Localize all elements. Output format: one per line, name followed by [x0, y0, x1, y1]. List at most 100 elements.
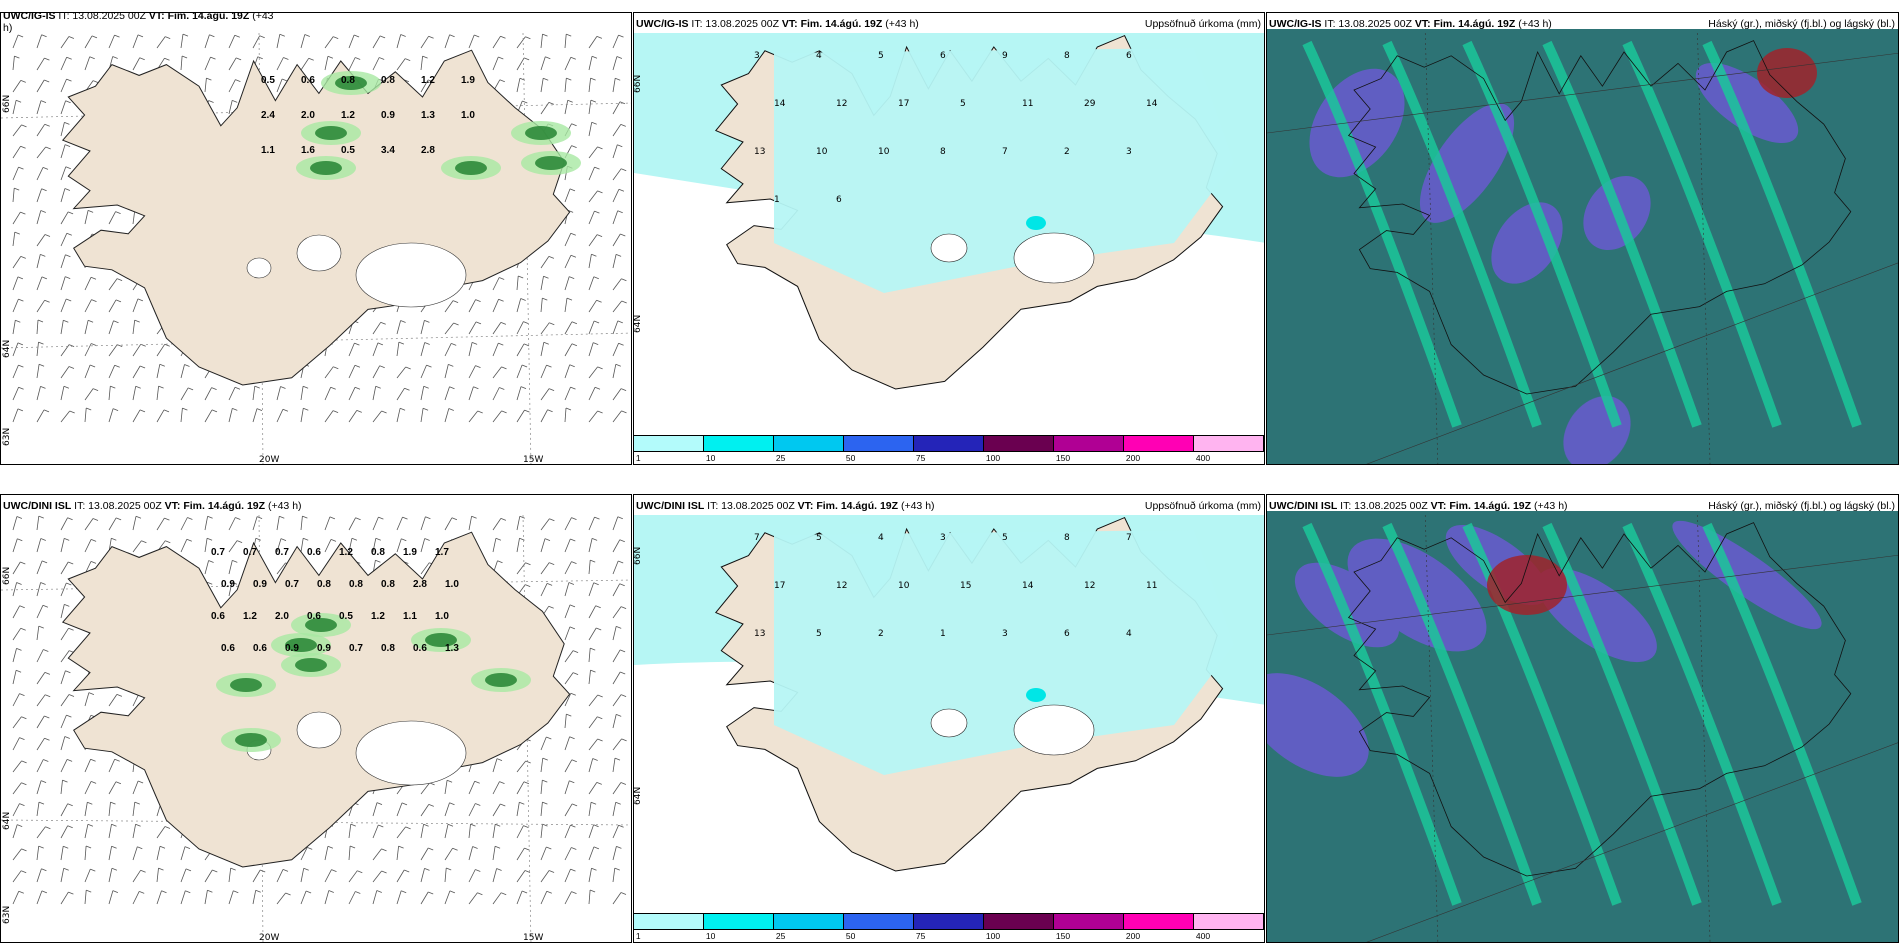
- colorbar-tick: 200: [1125, 453, 1141, 463]
- rain-value: 5: [878, 51, 884, 61]
- panel-title: UWC/IG-IS IT: 13.08.2025 00Z VT: Fim. 14…: [3, 12, 274, 22]
- rain-value: 12: [836, 581, 847, 591]
- panel-title: UWC/IG-IS IT: 13.08.2025 00Z VT: Fim. 14…: [1269, 18, 1552, 30]
- colorbar-swatch: [914, 436, 984, 451]
- colorbar-tick: 75: [915, 453, 926, 463]
- coastline: [1347, 40, 1852, 395]
- rain-value: 11: [1146, 581, 1157, 591]
- rain-value: 2: [1064, 147, 1070, 157]
- gust-value: 1.2: [341, 110, 355, 121]
- colorbar-tick: 25: [775, 931, 786, 941]
- lon-label: 15W: [523, 933, 543, 943]
- axis-labels: 20W 15W 66N 64N 63N: [2, 567, 543, 943]
- colorbar-swatch: [1124, 436, 1194, 451]
- gust-value: 0.6: [307, 547, 321, 558]
- gust-patches: [296, 71, 581, 180]
- rain-value: 7: [1002, 147, 1008, 157]
- coastline: [1347, 522, 1852, 877]
- rain-value: 7: [754, 533, 760, 543]
- gust-value: 0.8: [381, 579, 395, 590]
- panel-title: UWC/DINI ISL IT: 13.08.2025 00Z VT: Fim.…: [636, 500, 935, 512]
- gust-value: 1.2: [243, 611, 257, 622]
- gust-value: 0.9: [317, 643, 331, 654]
- colorbar-swatch: [984, 436, 1054, 451]
- rain-value: 29: [1084, 99, 1096, 109]
- rain-value: 13: [754, 147, 765, 157]
- gust-value: 1.7: [435, 547, 449, 558]
- colorbar-tick: 150: [1055, 453, 1071, 463]
- gust-map-row1: 0.5 0.6 0.8 0.8 1.2 1.9 2.4 2.0 1.2 0.9 1.3 1.0 1.1 1…: [1, 32, 631, 465]
- rain-value: 5: [816, 629, 822, 639]
- gust-patches: [216, 613, 531, 752]
- graticule: [1267, 514, 1898, 942]
- lat-label: 66N: [634, 547, 643, 565]
- rain-value: 17: [774, 581, 785, 591]
- rain-value: 7: [1126, 533, 1132, 543]
- gust-value: 0.9: [221, 579, 235, 590]
- rain-value: 10: [898, 581, 910, 591]
- colorbar-tick: 10: [705, 453, 716, 463]
- gust-value: 0.7: [211, 547, 225, 558]
- high-cloud-core: [1757, 48, 1817, 98]
- gust-value: 0.8: [317, 579, 331, 590]
- colorbar-swatch: [844, 436, 914, 451]
- panel-cloud-row2: UWC/DINI ISL IT: 13.08.2025 00Z VT: Fim.…: [1266, 494, 1899, 943]
- colorbar-tick: 150: [1055, 931, 1071, 941]
- gust-value: 0.5: [261, 75, 275, 86]
- lon-label: 20W: [259, 455, 279, 465]
- panel-legend-title: Uppsöfnuð úrkoma (mm): [1144, 18, 1261, 30]
- rain-value: 4: [878, 533, 884, 543]
- gust-value: 0.8: [349, 579, 363, 590]
- gust-value: 0.9: [285, 643, 299, 654]
- rain-value: 3: [1002, 629, 1008, 639]
- gust-value: 0.9: [253, 579, 267, 590]
- lat-label: 66N: [634, 75, 643, 93]
- rain-value: 1: [940, 629, 946, 639]
- panel-gust-row1: 0.5 0.6 0.8 0.8 1.2 1.9 2.4 2.0 1.2 0.9 1.3 1.0 1.1 1…: [0, 12, 632, 465]
- rain-value: 14: [1022, 581, 1034, 591]
- lat-label: 63N: [2, 906, 12, 924]
- gust-value: 1.0: [445, 579, 459, 590]
- gust-value: 0.6: [253, 643, 267, 654]
- lon-label: 15W: [523, 455, 543, 465]
- rain-value: 6: [836, 195, 842, 205]
- colorbar-tick: 10: [705, 931, 716, 941]
- rain-value: 1: [774, 195, 780, 205]
- iceland-land: [61, 531, 571, 868]
- gust-value: 1.3: [421, 110, 435, 121]
- rain-value: 15: [960, 581, 971, 591]
- colorbar-tick: 1: [635, 453, 641, 463]
- gust-value: 1.1: [261, 145, 275, 156]
- gust-value: 0.8: [341, 75, 355, 86]
- cloud-map-row2: [1267, 495, 1898, 942]
- glaciers: [930, 704, 1095, 756]
- colorbar-swatch: [844, 914, 914, 929]
- gust-value: 2.4: [261, 110, 275, 121]
- colorbar-swatch: [774, 914, 844, 929]
- rain-value: 12: [1084, 581, 1095, 591]
- colorbar: [634, 435, 1264, 452]
- colorbar-tick: 50: [845, 931, 856, 941]
- gust-value: 1.2: [339, 547, 353, 558]
- colorbar-swatch: [1194, 914, 1264, 929]
- rain-value: 4: [1126, 629, 1132, 639]
- rain-value: 13: [754, 629, 765, 639]
- lat-label: 64N: [2, 812, 12, 830]
- gust-value: 2.0: [275, 611, 289, 622]
- rain-core: [1026, 688, 1046, 702]
- gust-value: 0.6: [211, 611, 225, 622]
- gust-labels: 0.7 0.7 0.7 0.6 1.2 0.8 1.9 1.7 0.9 0.9 0.7 0.8 0.8 0…: [211, 547, 459, 654]
- gust-value: 1.6: [301, 145, 315, 156]
- high-cloud: [1302, 40, 1862, 428]
- gust-value: 3.4: [381, 145, 395, 156]
- high-cloud-core: [1487, 555, 1567, 615]
- lat-label: 66N: [2, 95, 12, 113]
- panel-cloud-row1: UWC/IG-IS IT: 13.08.2025 00Z VT: Fim. 14…: [1266, 12, 1899, 465]
- rain-core: [1026, 216, 1046, 230]
- rain-value: 5: [1002, 533, 1008, 543]
- panel-legend-title: Uppsöfnuð úrkoma (mm): [1144, 500, 1261, 512]
- gust-value: 1.0: [461, 110, 475, 121]
- colorbar-swatch: [774, 436, 844, 451]
